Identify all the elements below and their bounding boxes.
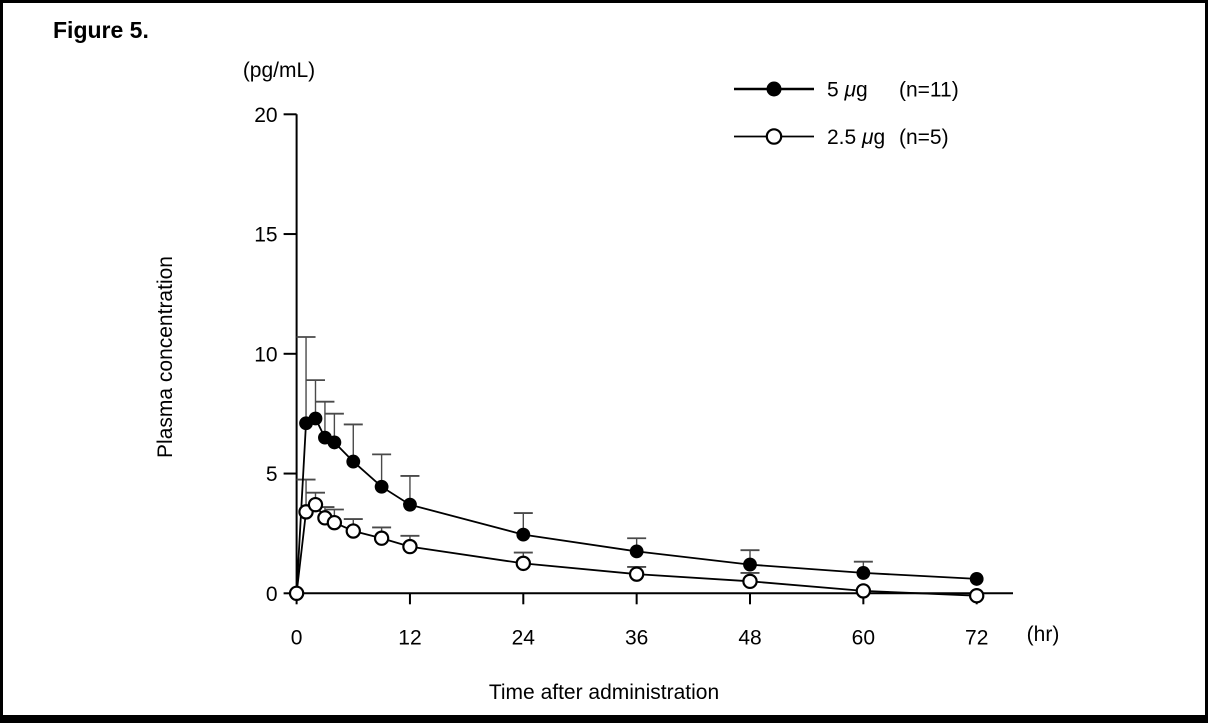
- legend: 5 μg (n=11) 2.5 μg (n=5): [734, 79, 959, 149]
- data-point-filled: [403, 497, 417, 512]
- x-tick-label: 60: [852, 627, 875, 650]
- data-point-filled: [856, 566, 871, 580]
- y-tick-label: 15: [254, 224, 277, 247]
- x-tick-label: 72: [965, 627, 988, 650]
- data-point-open: [855, 583, 872, 599]
- x-tick-label: 0: [291, 627, 303, 650]
- data-point-open: [742, 573, 758, 590]
- data-point-open: [345, 523, 361, 539]
- legend-n-label: (n=11): [899, 79, 959, 102]
- legend-label: 2.5 μg: [827, 126, 885, 149]
- figure-title: Figure 5.: [53, 17, 149, 43]
- data-point-filled: [629, 544, 644, 559]
- data-point-filled: [374, 479, 389, 494]
- data-point-open: [515, 555, 531, 572]
- y-tick-label: 0: [266, 583, 278, 606]
- series-markers-0: [289, 411, 984, 601]
- data-point-open: [373, 530, 390, 546]
- data-point-open: [307, 496, 324, 513]
- series-markers-1: [288, 496, 985, 604]
- y-axis-unit-label: (pg/mL): [243, 59, 315, 82]
- legend-marker-filled: [766, 81, 782, 97]
- y-tick-label: 20: [254, 104, 277, 127]
- legend-n-label: (n=5): [899, 126, 949, 149]
- data-point-filled: [516, 527, 531, 542]
- x-axis-title: Time after administration: [489, 681, 719, 704]
- data-point-filled: [969, 572, 984, 586]
- y-tick-label: 5: [266, 463, 278, 486]
- legend-marker-open: [765, 128, 783, 145]
- y-axis-title: Plasma concentration: [154, 256, 177, 458]
- x-tick-label: 12: [398, 627, 421, 650]
- x-tick-label: 48: [738, 627, 761, 650]
- y-tick-label: 10: [254, 343, 277, 366]
- data-point-filled: [743, 557, 757, 572]
- data-point-open: [628, 566, 645, 582]
- x-tick-label: 24: [512, 627, 536, 650]
- data-point-open: [288, 585, 305, 602]
- data-point-filled: [346, 454, 361, 469]
- data-point-filled: [308, 411, 323, 426]
- data-point-open: [402, 538, 418, 555]
- data-point-filled: [327, 435, 342, 450]
- x-tick-label: 36: [625, 627, 648, 650]
- data-point-open: [326, 514, 343, 531]
- legend-label: 5 μg: [827, 79, 868, 102]
- x-axis-unit-label: (hr): [1027, 623, 1060, 646]
- data-point-open: [968, 587, 985, 604]
